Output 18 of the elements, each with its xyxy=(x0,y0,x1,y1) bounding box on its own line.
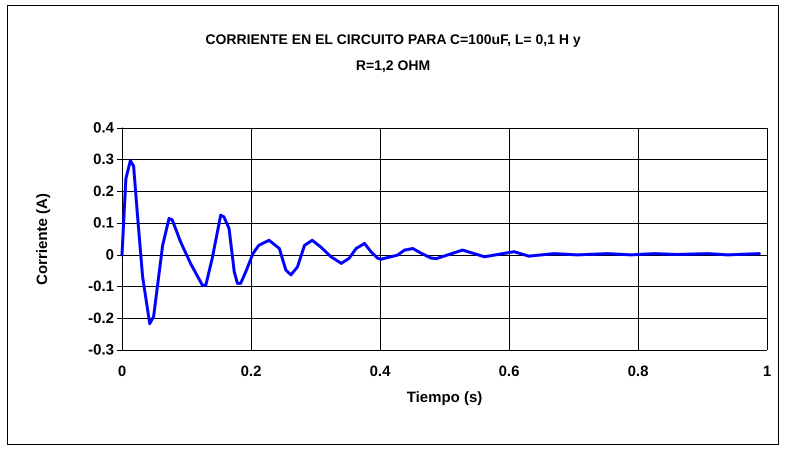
chart-title: CORRIENTE EN EL CIRCUITO PARA C=100uF, L= 0,1 H y R=1,2 OHM xyxy=(205,31,581,73)
y-tick-label: -0.1 xyxy=(88,278,114,296)
line-series xyxy=(120,159,761,326)
y-tick-label: -0.3 xyxy=(88,342,114,358)
y-tick-label: 0.3 xyxy=(93,151,114,168)
x-tick-label: 0.6 xyxy=(498,363,520,380)
y-tick-label: 0.1 xyxy=(93,214,114,232)
y-axis-title: Corriente (A) xyxy=(34,193,51,285)
x-axis-title: Tiempo (s) xyxy=(406,389,482,406)
x-tick-label: 0 xyxy=(118,363,126,380)
y-tick-label: 0 xyxy=(106,246,114,264)
x-tick-label: 0.2 xyxy=(240,363,262,380)
y-tick-label: -0.2 xyxy=(88,310,114,327)
y-tick-label: 0.4 xyxy=(93,120,115,136)
y-tick-label: 0.2 xyxy=(93,182,114,200)
x-tick-label: 0.4 xyxy=(370,363,392,380)
x-tick-label: 1 xyxy=(762,363,772,380)
x-tick-label: 0.8 xyxy=(628,363,648,380)
